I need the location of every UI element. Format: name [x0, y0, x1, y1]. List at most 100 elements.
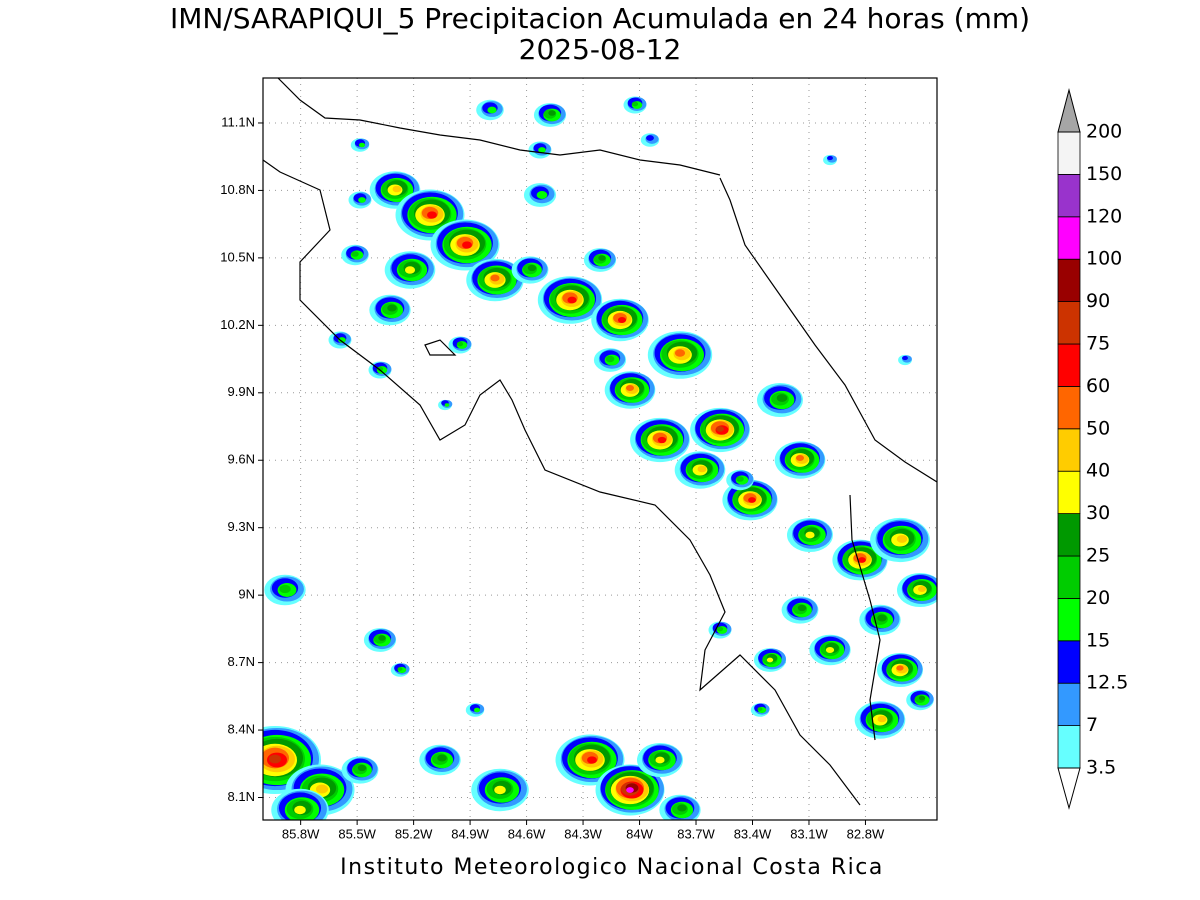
precip-cell: [473, 707, 481, 713]
precip-cell: [697, 465, 707, 473]
precip-cell: [392, 185, 402, 193]
colorbar-cell: [1057, 173, 1081, 218]
x-tick-label: 83.1W: [790, 826, 828, 841]
y-tick-label: 9N: [238, 587, 255, 602]
precip-cell: [427, 211, 437, 219]
precip-cell: [657, 436, 667, 444]
precip-cell: [805, 531, 815, 539]
precip-cell: [397, 667, 403, 671]
colorbar-label: 75: [1086, 333, 1110, 355]
precip-cell: [598, 255, 606, 261]
axes: 85.8W 85.5W 85.2W 84.9W 84.6W 84.3W 84W 83.7W 83…: [220, 114, 885, 841]
precip-cell: [646, 135, 654, 141]
precip-cell: [796, 455, 804, 461]
precip-cell: [378, 635, 386, 641]
title: IMN/SARAPIQUI_5 Precipitacion Acumulada …: [170, 2, 1030, 35]
x-tick-label: 84.9W: [451, 826, 489, 841]
colorbar-label: 50: [1086, 417, 1110, 439]
subtitle: 2025-08-12: [519, 33, 682, 66]
precip-cell: [538, 147, 546, 153]
colorbar-cell: [1057, 428, 1081, 472]
precip-cell: [748, 497, 756, 503]
precip-cell: [587, 756, 597, 764]
map-frame: [262, 77, 938, 821]
colorbar-cell: [1057, 301, 1081, 345]
colorbar-cell: [1057, 216, 1081, 260]
precip-cell: [827, 155, 833, 161]
precip-cell: [456, 341, 464, 347]
precip-cell: [858, 557, 866, 563]
x-tick-label: 85.8W: [282, 826, 320, 841]
precip-cell: [757, 707, 763, 711]
precip-cell: [404, 266, 416, 274]
colorbar-cell: [1057, 258, 1081, 303]
colorbar-label: 60: [1086, 375, 1110, 397]
grid: [263, 78, 937, 820]
precip-cell: [358, 197, 366, 203]
lake: [424, 339, 457, 356]
y-tick-label: 10.8N: [220, 182, 255, 197]
colorbar-cell: [1057, 555, 1081, 599]
pacific-coast: [263, 159, 861, 806]
precip-cell: [655, 756, 665, 764]
precip-cell: [567, 296, 577, 304]
x-tick-label: 84W: [626, 826, 653, 841]
precip-cell: [776, 394, 788, 402]
precip-cell: [797, 604, 807, 612]
precip-cell: [437, 754, 447, 762]
x-tick-label: 82.8W: [847, 826, 885, 841]
precip-cell: [716, 626, 724, 632]
precip-cell: [902, 355, 908, 361]
precip-cell: [357, 764, 367, 772]
colorbar-label: 100: [1086, 248, 1122, 270]
precip-cell: [387, 304, 397, 312]
precip-cell: [351, 251, 359, 257]
precip-cell: [917, 586, 927, 592]
y-tick-label: 9.9N: [228, 384, 255, 399]
colorbar-cell: [1057, 682, 1081, 727]
y-tick-label: 9.3N: [228, 519, 255, 534]
y-tick-label: 11.1N: [221, 114, 255, 129]
colorbar-under: [1057, 767, 1081, 810]
precip-cell: [338, 337, 346, 343]
precip-cell: [631, 101, 639, 107]
precip-cell: [269, 754, 281, 764]
x-tick-label: 84.3W: [564, 826, 602, 841]
x-tick-label: 83.4W: [734, 826, 772, 841]
precip-cell: [736, 476, 744, 482]
colorbar-label: 15: [1086, 629, 1110, 651]
precip-cell: [716, 426, 724, 432]
panama-border: [849, 494, 881, 741]
precip-cell: [444, 403, 450, 407]
x-tick-label: 85.2W: [395, 826, 433, 841]
colorbar-label: 40: [1086, 460, 1110, 482]
colorbar-label: 12.5: [1086, 672, 1128, 694]
precip-cell: [626, 787, 634, 793]
precip-cell: [626, 385, 634, 391]
precip-cell: [896, 535, 908, 543]
colorbar-label: 20: [1086, 587, 1110, 609]
precip-cell: [766, 657, 774, 663]
x-tick-label: 84.6W: [508, 826, 546, 841]
precip-cell: [918, 695, 926, 701]
colorbar-label: 30: [1086, 502, 1110, 524]
colorbar-over: [1057, 88, 1081, 133]
precip-cell: [896, 665, 904, 671]
colorbar: 3.5 7 12.5 15 20 25 30 40 50 60 75 90 100 120 150 200: [1057, 88, 1128, 810]
precip-cell: [825, 646, 835, 654]
colorbar-cell: [1057, 598, 1081, 642]
colorbar-label: 90: [1086, 290, 1110, 312]
precip-cell: [487, 106, 497, 114]
x-tick-label: 85.5W: [338, 826, 376, 841]
colorbar-cell: [1057, 640, 1081, 684]
precip-cell: [358, 142, 366, 148]
precip-cell: [315, 784, 329, 794]
precip-cell: [279, 584, 291, 594]
caribbean-coast: [719, 177, 937, 483]
y-tick-label: 10.5N: [220, 249, 255, 264]
colorbar-label: 150: [1086, 163, 1122, 185]
precip-cell: [877, 715, 887, 723]
precip-cell: [605, 355, 615, 363]
y-tick-label: 9.6N: [228, 452, 255, 467]
